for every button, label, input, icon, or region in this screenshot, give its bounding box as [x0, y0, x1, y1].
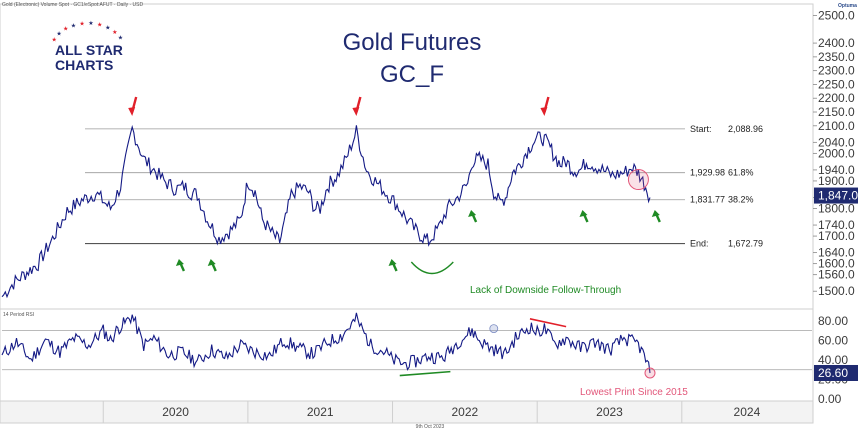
price-y-tick-label: 2350.0	[818, 50, 855, 64]
price-y-tick-label: 1600.0	[818, 257, 855, 271]
price-y-tick-label: 1560.0	[818, 268, 855, 282]
fib-label: 1,831.77	[690, 195, 725, 205]
rsi-last-value-label: 26.60	[818, 366, 848, 380]
logo-star: ★	[112, 29, 117, 36]
logo-star: ★	[105, 24, 110, 31]
fib-value-label: 38.2%	[728, 195, 754, 205]
rsi-peak-marker	[489, 324, 499, 334]
price-panel: Start: 2,088.96 1,929.98 61.8% 1,831.77 38.2%…	[1, 96, 763, 299]
x-tick-label: 2022	[452, 405, 479, 419]
chart-subtitle: GC_F	[380, 61, 444, 88]
rsi-panel-frame	[0, 308, 814, 402]
red-arrow-head	[540, 107, 548, 116]
logo-star: ★	[71, 22, 76, 29]
price-y-tick-label: 1900.0	[818, 174, 855, 188]
logo-stars: ★★★★ ★ ★ ★ ★★★	[51, 20, 123, 43]
price-y-tick-label: 1800.0	[818, 202, 855, 216]
price-y-tick-label: 2400.0	[818, 36, 855, 50]
price-series-line	[1, 124, 651, 299]
logo-star: ★	[88, 20, 93, 27]
rsi-panel-label: 14 Period RSI	[3, 312, 34, 318]
rsi-bullish-divergence	[399, 370, 451, 377]
brand-label: Optuma	[838, 3, 857, 9]
x-axis-band	[0, 400, 814, 424]
red-arrow-head	[128, 107, 136, 116]
logo-star: ★	[63, 26, 68, 33]
green-arrow-head	[388, 259, 397, 266]
price-y-tick-label: 2150.0	[818, 105, 855, 119]
fib-value-label: 1,672.79	[728, 239, 763, 249]
x-tick-label: 2024	[734, 405, 761, 419]
price-y-tick-label: 2040.0	[818, 135, 855, 149]
price-y-tick-label: 1940.0	[818, 163, 855, 177]
price-last-value-box	[814, 187, 858, 204]
footer-date: 9th Oct 2023	[416, 424, 445, 430]
rsi-bearish-divergence	[529, 318, 567, 328]
logo-star: ★	[51, 36, 56, 43]
logo-star: ★	[97, 21, 102, 28]
rsi-y-tick-label: 60.00	[818, 333, 848, 347]
support-arc	[410, 261, 454, 275]
chart-title: Gold Futures	[343, 29, 482, 56]
price-y-tick-label: 2500.0	[818, 9, 855, 23]
fib-value-label: 61.8%	[728, 168, 754, 178]
all-star-charts-logo: ALL STAR CHARTS ★★★★ ★ ★ ★ ★★★	[51, 20, 123, 73]
green-arrow-head	[207, 259, 216, 266]
price-y-tick-label: 1640.0	[818, 246, 855, 260]
x-tick-label: 2020	[162, 405, 189, 419]
logo-star: ★	[118, 34, 123, 41]
price-y-tick-label: 1740.0	[818, 218, 855, 232]
logo-line2: CHARTS	[55, 57, 113, 73]
green-arrow-head	[651, 210, 660, 217]
green-arrow-head	[175, 259, 184, 266]
rsi-low-marker	[644, 367, 656, 379]
rsi-y-tick-label: 40.00	[818, 353, 848, 367]
price-y-tick-label: 2300.0	[818, 64, 855, 78]
fib-label: End:	[690, 239, 709, 249]
x-tick-label: 2021	[307, 405, 334, 419]
fib-label: Start:	[690, 124, 712, 134]
fib-value-label: 2,088.96	[728, 124, 763, 134]
logo-star: ★	[56, 31, 61, 38]
price-y-tick-label: 2000.0	[818, 146, 855, 160]
rsi-y-tick-label: 0.00	[818, 392, 842, 406]
lowest-annotation: Lowest Print Since 2015	[580, 387, 688, 398]
price-y-tick-label: 2100.0	[818, 119, 855, 133]
red-arrow-head	[352, 107, 360, 116]
rsi-last-value-box	[814, 364, 858, 381]
lack-annotation: Lack of Downside Follow-Through	[470, 285, 621, 296]
green-arrow-head	[579, 210, 588, 217]
price-y-tick-label: 1700.0	[818, 229, 855, 243]
rsi-panel	[1, 312, 812, 379]
fib-label: 1,929.98	[690, 168, 725, 178]
rsi-y-tick-label: 80.00	[818, 314, 848, 328]
price-y-tick-label: 2250.0	[818, 77, 855, 91]
x-tick-label: 2023	[596, 405, 623, 419]
price-y-tick-label: 1500.0	[818, 284, 855, 298]
rsi-series-line	[1, 312, 651, 374]
price-y-tick-label: 2200.0	[818, 91, 855, 105]
logo-star: ★	[79, 20, 84, 27]
logo-line1: ALL STAR	[55, 42, 123, 58]
price-last-value-label: 1,847.0	[818, 189, 858, 203]
green-arrow-head	[468, 210, 477, 217]
fib-touch-marker	[627, 169, 649, 191]
source-line: Gold (Electronic) Volume Spot · GC1/eSpo…	[2, 2, 143, 8]
